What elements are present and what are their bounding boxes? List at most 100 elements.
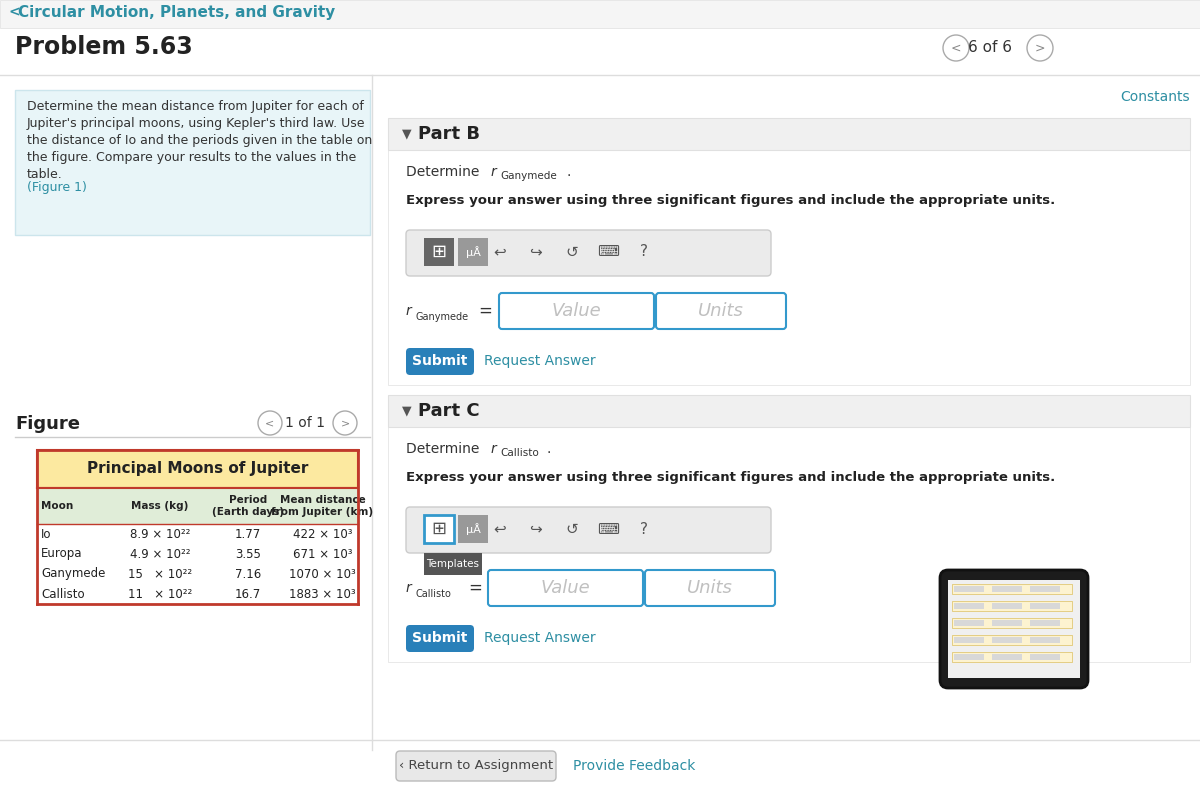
Bar bbox=[954, 637, 984, 643]
FancyBboxPatch shape bbox=[396, 751, 556, 781]
Text: 1883 × 10³: 1883 × 10³ bbox=[289, 587, 356, 600]
Text: μÅ: μÅ bbox=[466, 523, 480, 535]
Bar bbox=[952, 584, 1072, 594]
Bar bbox=[458, 515, 488, 543]
Text: =: = bbox=[468, 579, 482, 597]
Text: the distance of Io and the periods given in the table on: the distance of Io and the periods given… bbox=[28, 134, 372, 147]
Text: Mass (kg): Mass (kg) bbox=[131, 501, 188, 511]
Text: ⌨: ⌨ bbox=[598, 244, 619, 259]
Text: ▼: ▼ bbox=[402, 127, 412, 141]
Bar bbox=[458, 238, 488, 266]
Bar bbox=[948, 580, 1080, 678]
Bar bbox=[388, 395, 1190, 427]
Text: μÅ: μÅ bbox=[466, 246, 480, 258]
Text: Ganymede: Ganymede bbox=[500, 171, 557, 181]
Text: r: r bbox=[491, 442, 497, 456]
Text: ‹ Return to Assignment: ‹ Return to Assignment bbox=[398, 759, 553, 772]
Text: Units: Units bbox=[688, 579, 733, 597]
Text: ↪: ↪ bbox=[529, 244, 542, 259]
Bar bbox=[424, 515, 454, 543]
Text: >: > bbox=[341, 418, 349, 428]
Text: =: = bbox=[478, 302, 492, 320]
Text: Submit: Submit bbox=[413, 631, 468, 645]
Bar bbox=[37, 524, 358, 544]
Bar bbox=[37, 450, 358, 488]
Text: Period
(Earth days): Period (Earth days) bbox=[212, 495, 284, 517]
Bar bbox=[954, 654, 984, 660]
Bar bbox=[992, 637, 1022, 643]
FancyBboxPatch shape bbox=[940, 570, 1088, 688]
Text: Determine the mean distance from Jupiter for each of: Determine the mean distance from Jupiter… bbox=[28, 100, 364, 113]
Bar bbox=[952, 618, 1072, 628]
Text: the figure. Compare your results to the values in the: the figure. Compare your results to the … bbox=[28, 151, 356, 164]
Bar bbox=[992, 620, 1022, 626]
Text: r: r bbox=[491, 165, 497, 179]
Text: Determine: Determine bbox=[406, 442, 484, 456]
Bar bbox=[1030, 586, 1060, 592]
Text: Submit: Submit bbox=[413, 354, 468, 368]
Text: <: < bbox=[8, 5, 19, 19]
Bar bbox=[37, 584, 358, 604]
Text: r: r bbox=[406, 581, 412, 595]
Bar bbox=[1030, 620, 1060, 626]
Text: 16.7: 16.7 bbox=[235, 587, 262, 600]
Circle shape bbox=[258, 411, 282, 435]
Text: ⌨: ⌨ bbox=[598, 521, 619, 537]
FancyBboxPatch shape bbox=[488, 570, 643, 606]
Bar bbox=[37, 544, 358, 564]
Bar bbox=[952, 601, 1072, 611]
FancyBboxPatch shape bbox=[406, 625, 474, 652]
Text: Express your answer using three significant figures and include the appropriate : Express your answer using three signific… bbox=[406, 194, 1055, 207]
Bar bbox=[1030, 654, 1060, 660]
Circle shape bbox=[1027, 35, 1054, 61]
Text: ↩: ↩ bbox=[493, 244, 506, 259]
Text: .: . bbox=[546, 442, 551, 456]
FancyBboxPatch shape bbox=[646, 570, 775, 606]
Text: (Figure 1): (Figure 1) bbox=[28, 181, 86, 194]
Bar bbox=[0, 740, 1200, 796]
Text: Jupiter's principal moons, using Kepler's third law. Use: Jupiter's principal moons, using Kepler'… bbox=[28, 117, 366, 130]
Text: 1070 × 10³: 1070 × 10³ bbox=[289, 568, 356, 580]
Circle shape bbox=[943, 35, 970, 61]
Text: Provide Feedback: Provide Feedback bbox=[574, 759, 695, 773]
Text: Templates: Templates bbox=[426, 559, 480, 569]
Text: Moon: Moon bbox=[41, 501, 73, 511]
Text: 15   × 10²²: 15 × 10²² bbox=[128, 568, 192, 580]
Bar bbox=[388, 150, 1190, 385]
Bar bbox=[388, 118, 1190, 150]
Bar bbox=[14, 90, 370, 235]
Text: 1 of 1: 1 of 1 bbox=[286, 416, 325, 430]
FancyBboxPatch shape bbox=[406, 507, 772, 553]
Bar bbox=[952, 635, 1072, 645]
Text: Callisto: Callisto bbox=[415, 589, 451, 599]
Text: ▼: ▼ bbox=[402, 404, 412, 417]
FancyBboxPatch shape bbox=[406, 230, 772, 276]
Bar bbox=[952, 652, 1072, 662]
Text: 7.16: 7.16 bbox=[235, 568, 262, 580]
Text: 8.9 × 10²²: 8.9 × 10²² bbox=[130, 528, 190, 540]
Text: 1.77: 1.77 bbox=[235, 528, 262, 540]
Text: ⊞: ⊞ bbox=[432, 520, 446, 538]
Bar bbox=[37, 488, 358, 524]
Circle shape bbox=[334, 411, 358, 435]
Bar bbox=[954, 586, 984, 592]
Bar bbox=[0, 0, 1200, 28]
FancyBboxPatch shape bbox=[499, 293, 654, 329]
Text: Ganymede: Ganymede bbox=[415, 312, 468, 322]
Bar bbox=[992, 586, 1022, 592]
Text: 671 × 10³: 671 × 10³ bbox=[293, 548, 353, 560]
Text: Figure: Figure bbox=[14, 415, 80, 433]
Text: Value: Value bbox=[552, 302, 601, 320]
Text: Request Answer: Request Answer bbox=[484, 631, 595, 645]
Text: Mean distance
from Jupiter (km): Mean distance from Jupiter (km) bbox=[271, 495, 373, 517]
Text: Circular Motion, Planets, and Gravity: Circular Motion, Planets, and Gravity bbox=[18, 5, 335, 20]
Text: Constants: Constants bbox=[1121, 90, 1190, 104]
Text: ↺: ↺ bbox=[565, 521, 578, 537]
Text: Io: Io bbox=[41, 528, 52, 540]
Bar bbox=[992, 654, 1022, 660]
Bar bbox=[1030, 603, 1060, 609]
Text: 422 × 10³: 422 × 10³ bbox=[293, 528, 353, 540]
Text: Request Answer: Request Answer bbox=[484, 354, 595, 368]
Text: Ganymede: Ganymede bbox=[41, 568, 106, 580]
Text: ?: ? bbox=[640, 244, 648, 259]
